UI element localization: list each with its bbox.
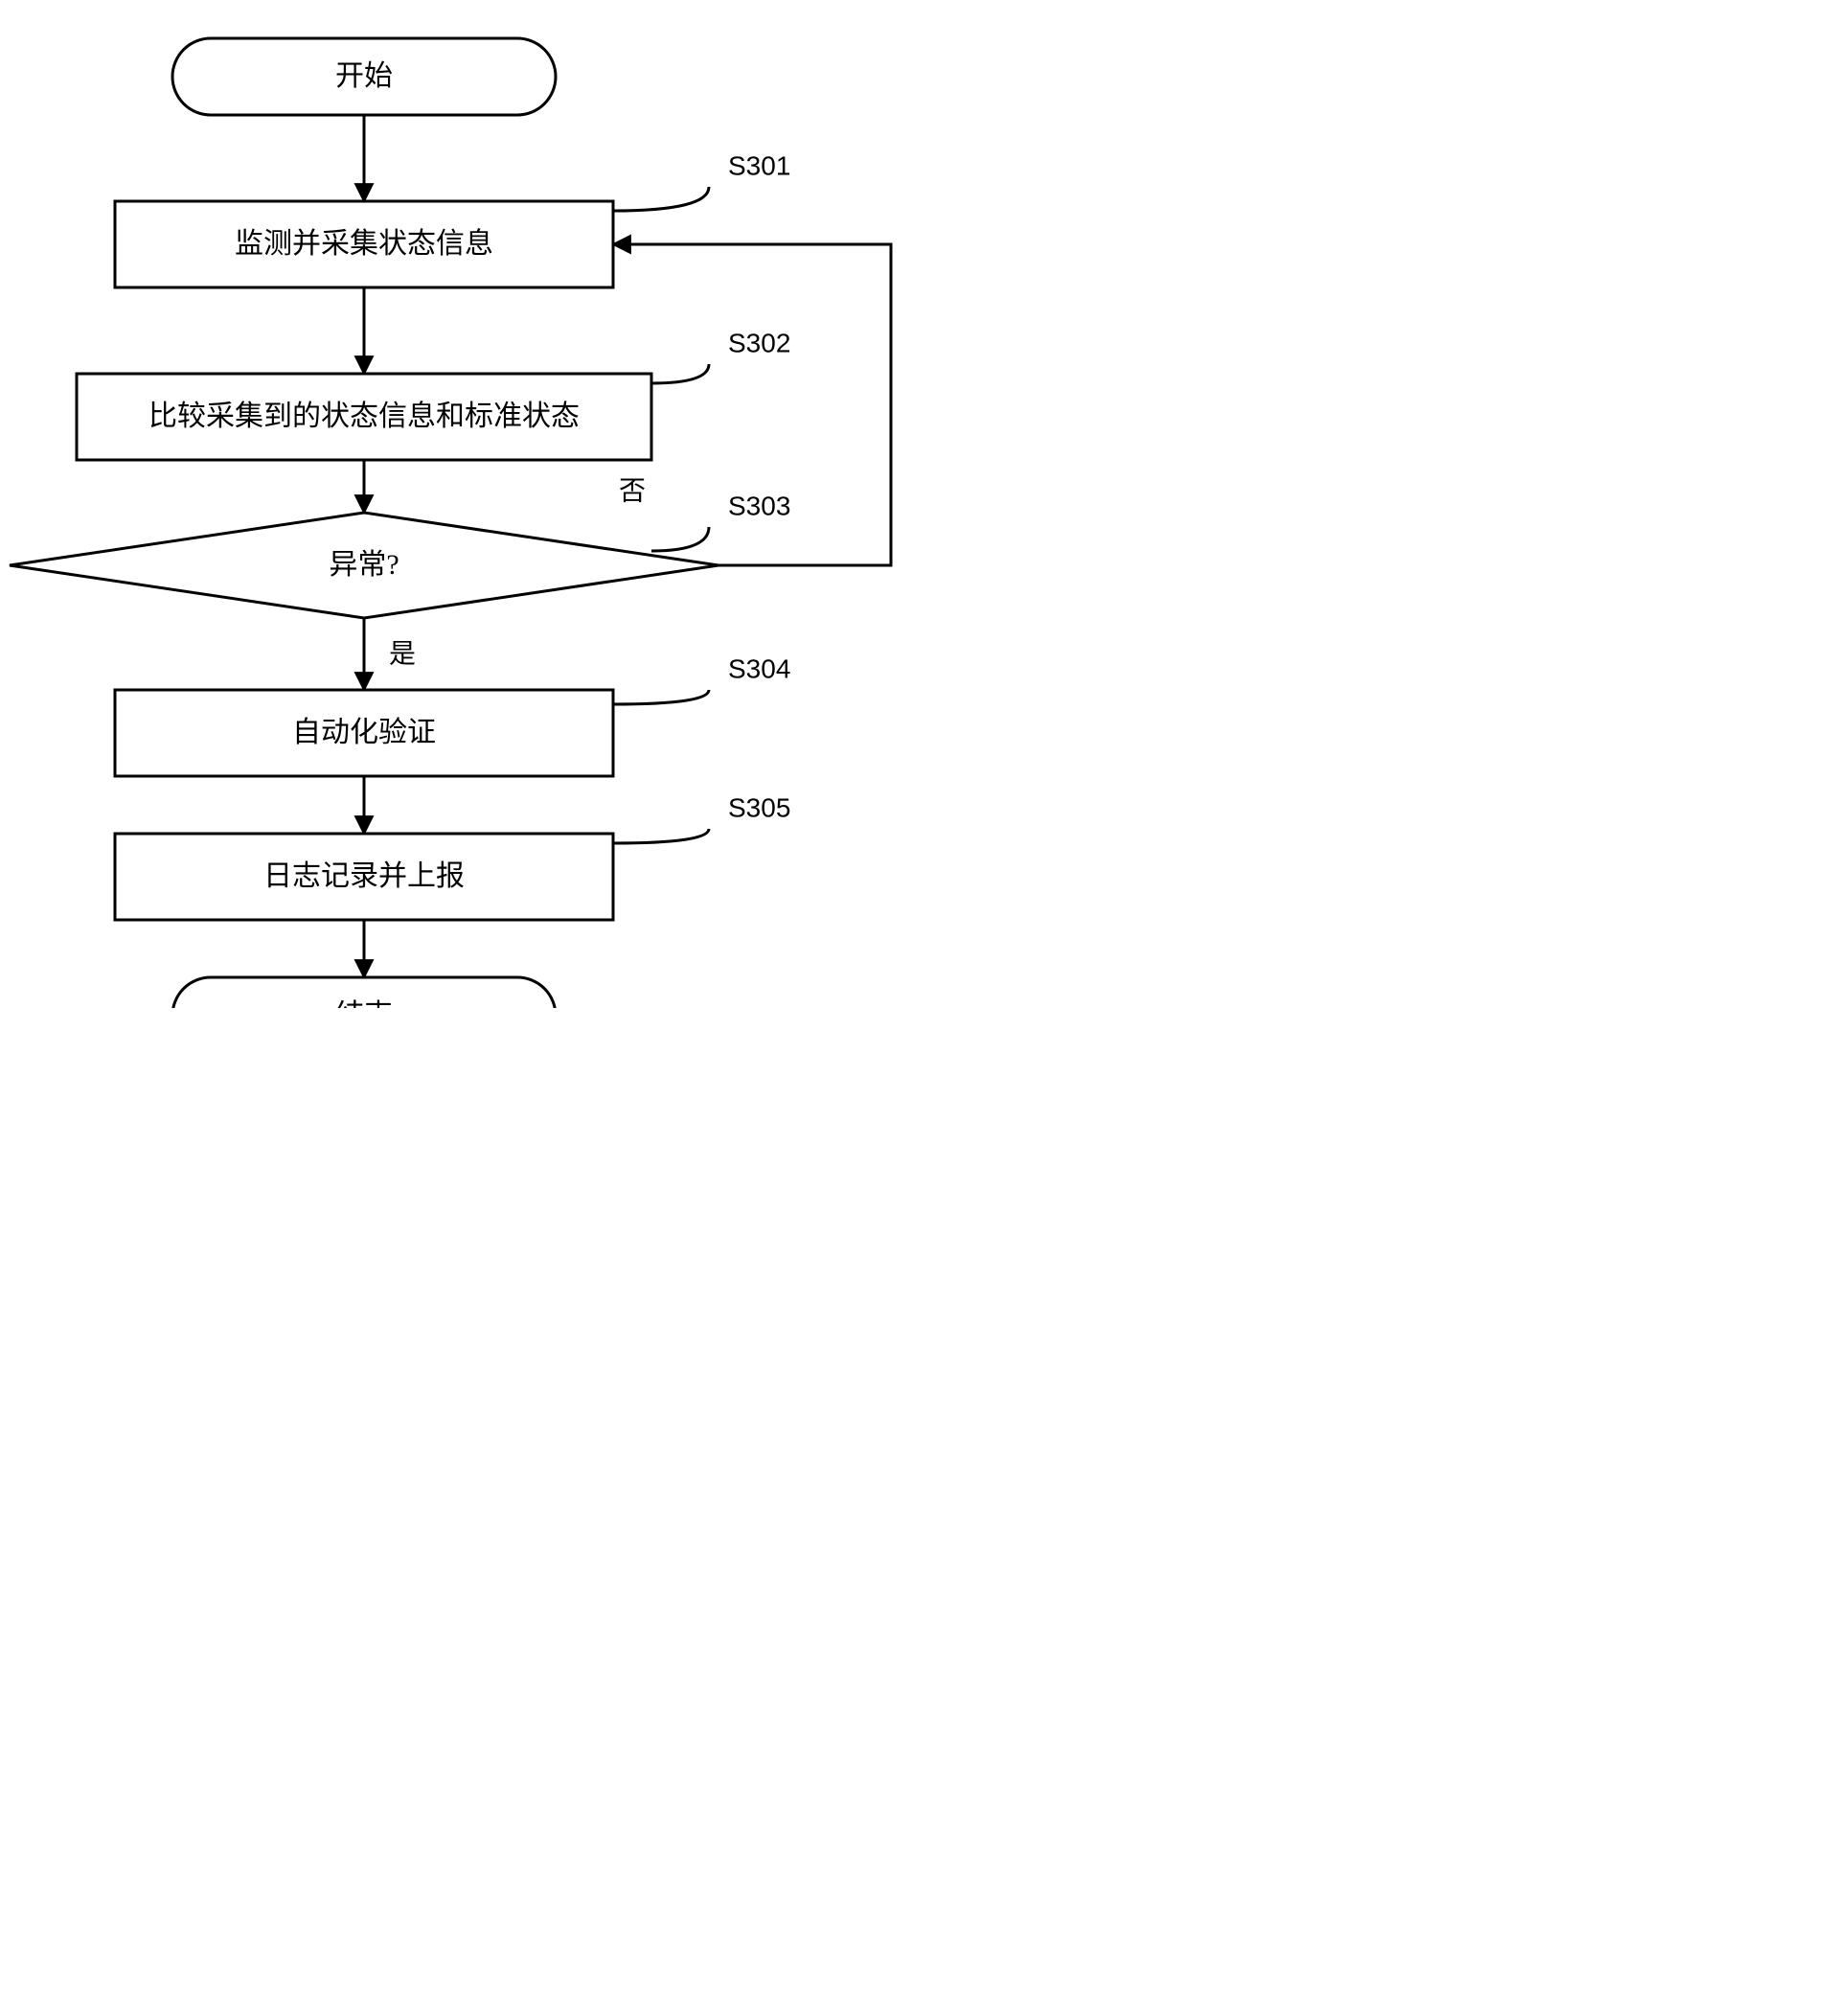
callout-label: S301 (728, 150, 790, 180)
callout-line (651, 364, 709, 383)
s305-text: 日志记录并上报 (263, 860, 465, 892)
s302-text: 比较采集到的状态信息和标准状态 (148, 401, 580, 432)
callout-line (613, 829, 709, 843)
start-text: 开始 (335, 60, 393, 92)
callout-line (613, 690, 709, 704)
s304-text: 自动化验证 (292, 717, 436, 748)
callout-label: S302 (728, 328, 790, 357)
edge-label: 是 (389, 639, 416, 669)
callout-line (613, 187, 709, 211)
edge-label: 否 (619, 476, 646, 506)
callout-line (651, 527, 709, 551)
callout-label: S303 (728, 491, 790, 520)
callout-label: S305 (728, 792, 790, 822)
flowchart-svg: 是 否 开始监测并采集状态信息比较采集到的状态信息和标准状态异常? 自动化验证日志记录… (0, 0, 924, 1008)
end-text: 结束 (335, 999, 393, 1008)
callout-label: S304 (728, 653, 790, 683)
decision-text: 异常? (329, 549, 399, 581)
s301-text: 监测并采集状态信息 (235, 228, 493, 260)
